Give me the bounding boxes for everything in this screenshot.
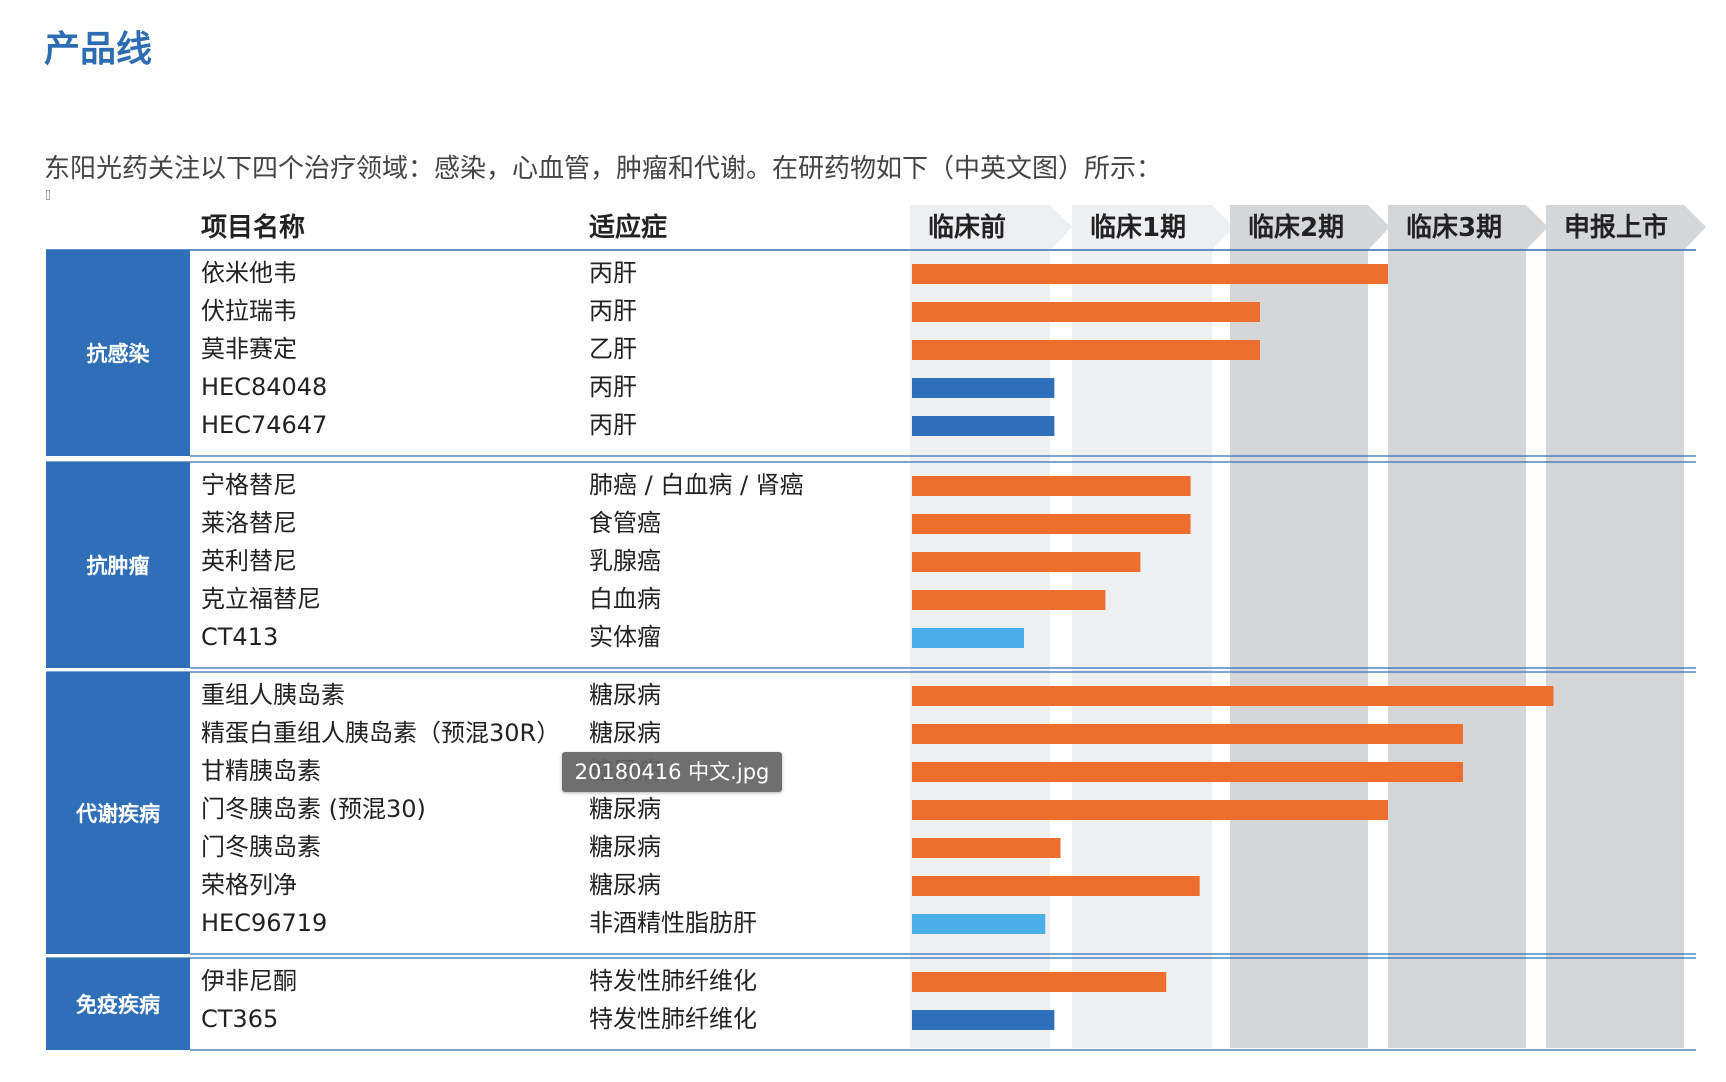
group-label-4: 免疫疾病 (76, 993, 160, 1017)
progress-bar (912, 1010, 1055, 1030)
stage-chevron-3 (1368, 205, 1390, 250)
drug-name: 甘精胰岛素 (201, 757, 321, 785)
drug-name: 门冬胰岛素 (预混30) (201, 795, 426, 823)
group-label-3: 代谢疾病 (75, 802, 160, 826)
progress-bar (912, 762, 1463, 782)
stage-chevron-4 (1526, 205, 1548, 250)
stage-label-5: 申报上市 (1564, 212, 1668, 243)
intro-text: 东阳光药关注以下四个治疗领域：感染，心血管，肿瘤和代谢。在研药物如下（中英文图）… (44, 154, 1163, 184)
drug-indication: 糖尿病 (589, 871, 661, 899)
drug-name: 依米他韦 (201, 259, 297, 287)
group-label-2: 抗肿瘤 (87, 554, 150, 578)
drug-indication: 特发性肺纤维化 (589, 967, 757, 995)
stage-label-2: 临床1期 (1090, 212, 1186, 243)
stage-column-5 (1546, 205, 1684, 1048)
progress-bar (912, 972, 1167, 992)
progress-bar (912, 514, 1191, 534)
drug-name: 荣格列净 (201, 871, 297, 899)
stage-column-3 (1230, 205, 1368, 1048)
group-box-4 (46, 958, 190, 1050)
drug-name: HEC84048 (201, 373, 327, 401)
drug-indication: 丙肝 (589, 373, 637, 401)
progress-bar (912, 876, 1200, 896)
drug-name: 重组人胰岛素 (201, 681, 345, 709)
image-filename-tooltip: 20180416 中文.jpg (562, 752, 782, 792)
drug-indication: 肺癌 / 白血病 / 肾癌 (589, 471, 804, 499)
header-project-name: 项目名称 (201, 212, 305, 243)
drug-indication: 非酒精性脂肪肝 (589, 909, 757, 937)
group-box-1 (46, 250, 190, 456)
drug-name: 克立福替尼 (201, 585, 321, 613)
drug-indication: 白血病 (589, 585, 661, 613)
progress-bar (912, 552, 1141, 572)
drug-name: 精蛋白重组人胰岛素（预混30R） (201, 719, 560, 747)
stage-label-3: 临床2期 (1248, 212, 1344, 243)
progress-bar (912, 476, 1191, 496)
drug-indication: 乳腺癌 (589, 547, 661, 575)
group-label-1: 抗感染 (87, 342, 150, 366)
drug-name: 伏拉瑞韦 (201, 297, 297, 325)
group-box-3 (46, 672, 190, 954)
progress-bar (912, 686, 1554, 706)
progress-bar (912, 838, 1061, 858)
drug-indication: 糖尿病 (589, 681, 661, 709)
stage-chevron-5 (1684, 205, 1706, 250)
progress-bar (912, 800, 1388, 820)
group-box-2 (46, 462, 190, 668)
progress-bar (912, 590, 1106, 610)
drug-indication: 丙肝 (589, 297, 637, 325)
progress-bar (912, 628, 1024, 648)
stage-chevron-2 (1212, 205, 1234, 250)
drug-indication: 糖尿病 (589, 795, 661, 823)
drug-name: 莱洛替尼 (201, 509, 297, 537)
drug-name: 伊非尼酮 (201, 967, 297, 995)
drug-name: CT413 (201, 623, 278, 651)
progress-bar (912, 264, 1388, 284)
stage-column-4 (1388, 205, 1526, 1048)
drug-name: HEC74647 (201, 411, 327, 439)
progress-bar (912, 416, 1055, 436)
drug-indication: 糖尿病 (589, 719, 661, 747)
drug-name: 莫非赛定 (201, 335, 297, 363)
drug-indication: 实体瘤 (589, 623, 661, 651)
progress-bar (912, 302, 1260, 322)
progress-bar (912, 914, 1046, 934)
drug-indication: 食管癌 (589, 509, 661, 537)
drug-indication: 乙肝 (589, 335, 637, 363)
drug-indication: 丙肝 (589, 259, 637, 287)
drug-name: 英利替尼 (201, 547, 297, 575)
drug-name: CT365 (201, 1005, 278, 1033)
header-indication: 适应症 (589, 212, 667, 243)
anchor-marker (46, 190, 50, 200)
drug-indication: 糖尿病 (589, 833, 661, 861)
drug-indication: 丙肝 (589, 411, 637, 439)
drug-name: 宁格替尼 (201, 471, 297, 499)
progress-bar (912, 340, 1260, 360)
stage-chevron-1 (1050, 205, 1072, 250)
drug-name: HEC96719 (201, 909, 327, 937)
page-title: 产品线 (44, 28, 153, 70)
stage-label-4: 临床3期 (1406, 212, 1502, 243)
drug-name: 门冬胰岛素 (201, 833, 321, 861)
drug-indication: 特发性肺纤维化 (589, 1005, 757, 1033)
progress-bar (912, 378, 1055, 398)
progress-bar (912, 724, 1463, 744)
stage-label-1: 临床前 (928, 212, 1006, 243)
stage-column-2 (1072, 205, 1212, 1048)
